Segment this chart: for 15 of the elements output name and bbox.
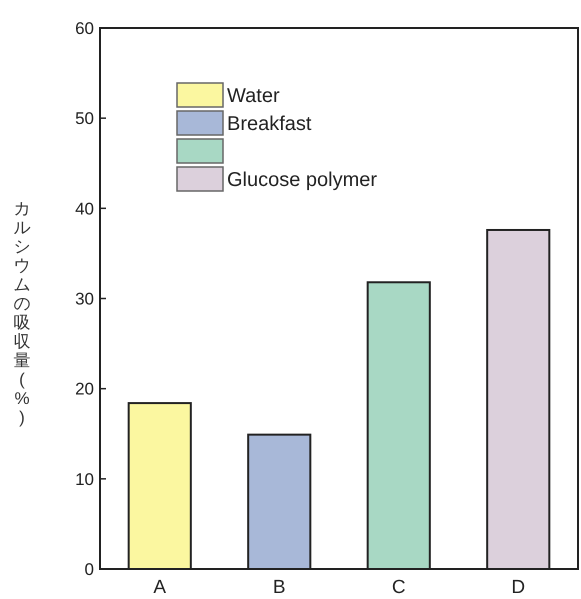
x-tick-label: B — [272, 577, 286, 598]
y-tick-label: 10 — [75, 470, 94, 489]
text: カルシウムの吸収量(%) — [14, 199, 30, 427]
x-tick-label: D — [511, 577, 526, 598]
y-tick-label: 60 — [75, 19, 94, 38]
x-tick-label: A — [153, 577, 166, 598]
legend-label: Water — [227, 85, 280, 107]
legend-label: Breakfast — [227, 113, 312, 135]
y-tick-label: 20 — [75, 380, 94, 399]
y-tick-label: 50 — [75, 109, 94, 128]
y-tick-label: 40 — [75, 199, 94, 218]
x-tick-label: C — [392, 577, 406, 598]
y-tick-label: 30 — [75, 290, 94, 308]
y-tick-label: 0 — [84, 560, 94, 579]
legend-label: Glucose polymer — [227, 169, 378, 191]
